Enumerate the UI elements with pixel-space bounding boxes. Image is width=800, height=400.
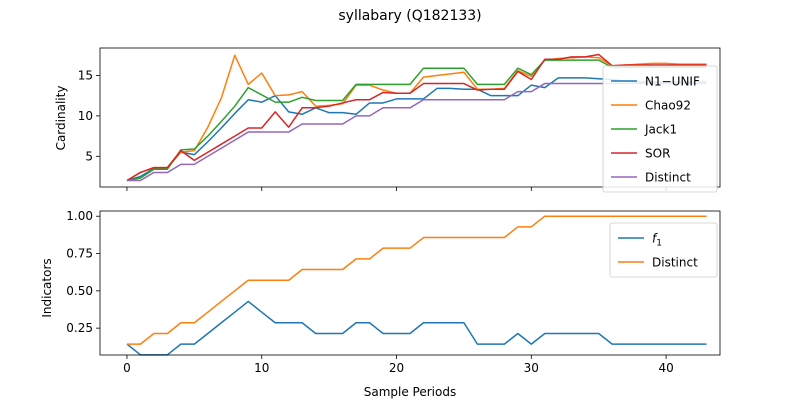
legend-1: N1−UNIF Chao92 Jack1 SOR Distinct	[602, 65, 718, 193]
series-line-1-4	[126, 53, 707, 182]
legend-label: Distinct	[645, 171, 691, 185]
x-tick-label: 40	[658, 361, 673, 375]
x-tick-label: 20	[389, 361, 404, 375]
legend-box	[609, 222, 718, 278]
legend-label: N1−UNIF	[645, 75, 700, 89]
y-axis-label-cardinality: Cardinality	[54, 86, 68, 151]
y-tick-label: 5	[85, 149, 93, 163]
legend-box	[602, 65, 718, 193]
chart-panel-1: 5 10 15 N1−UNIF Chao92 Jack1 SOR Distinct	[78, 47, 721, 193]
y-axis-label-indicators: Indicators	[40, 258, 54, 317]
y-tick-label: 0.25	[66, 321, 93, 335]
series-line-2-2	[126, 215, 707, 345]
plot-frame	[99, 210, 721, 356]
series-line-2-1	[126, 300, 707, 356]
legend-label: Distinct	[652, 256, 698, 270]
y-tick-label: 1.00	[66, 209, 93, 223]
legend-label: Jack1	[644, 123, 677, 137]
plot-frame	[99, 47, 721, 188]
x-axis-label: Sample Periods	[364, 385, 456, 399]
legend-label: f1	[652, 232, 662, 249]
x-tick-label: 30	[524, 361, 539, 375]
y-tick-label: 10	[78, 109, 93, 123]
x-tick-label: 10	[254, 361, 269, 375]
legend-2: f1 Distinct	[609, 222, 718, 278]
legend-label: Chao92	[645, 99, 691, 113]
y-tick-label: 15	[78, 68, 93, 82]
chart-title: syllabary (Q182133)	[338, 8, 481, 24]
x-tick-label: 0	[123, 361, 131, 375]
y-tick-label: 0.50	[66, 284, 93, 298]
legend-label: SOR	[645, 147, 670, 161]
chart-panel-2: 0 10 20 30 40 0.25 0.50 0.75 1.00 f1 Distinct	[66, 209, 721, 375]
y-tick-label: 0.75	[66, 247, 93, 261]
